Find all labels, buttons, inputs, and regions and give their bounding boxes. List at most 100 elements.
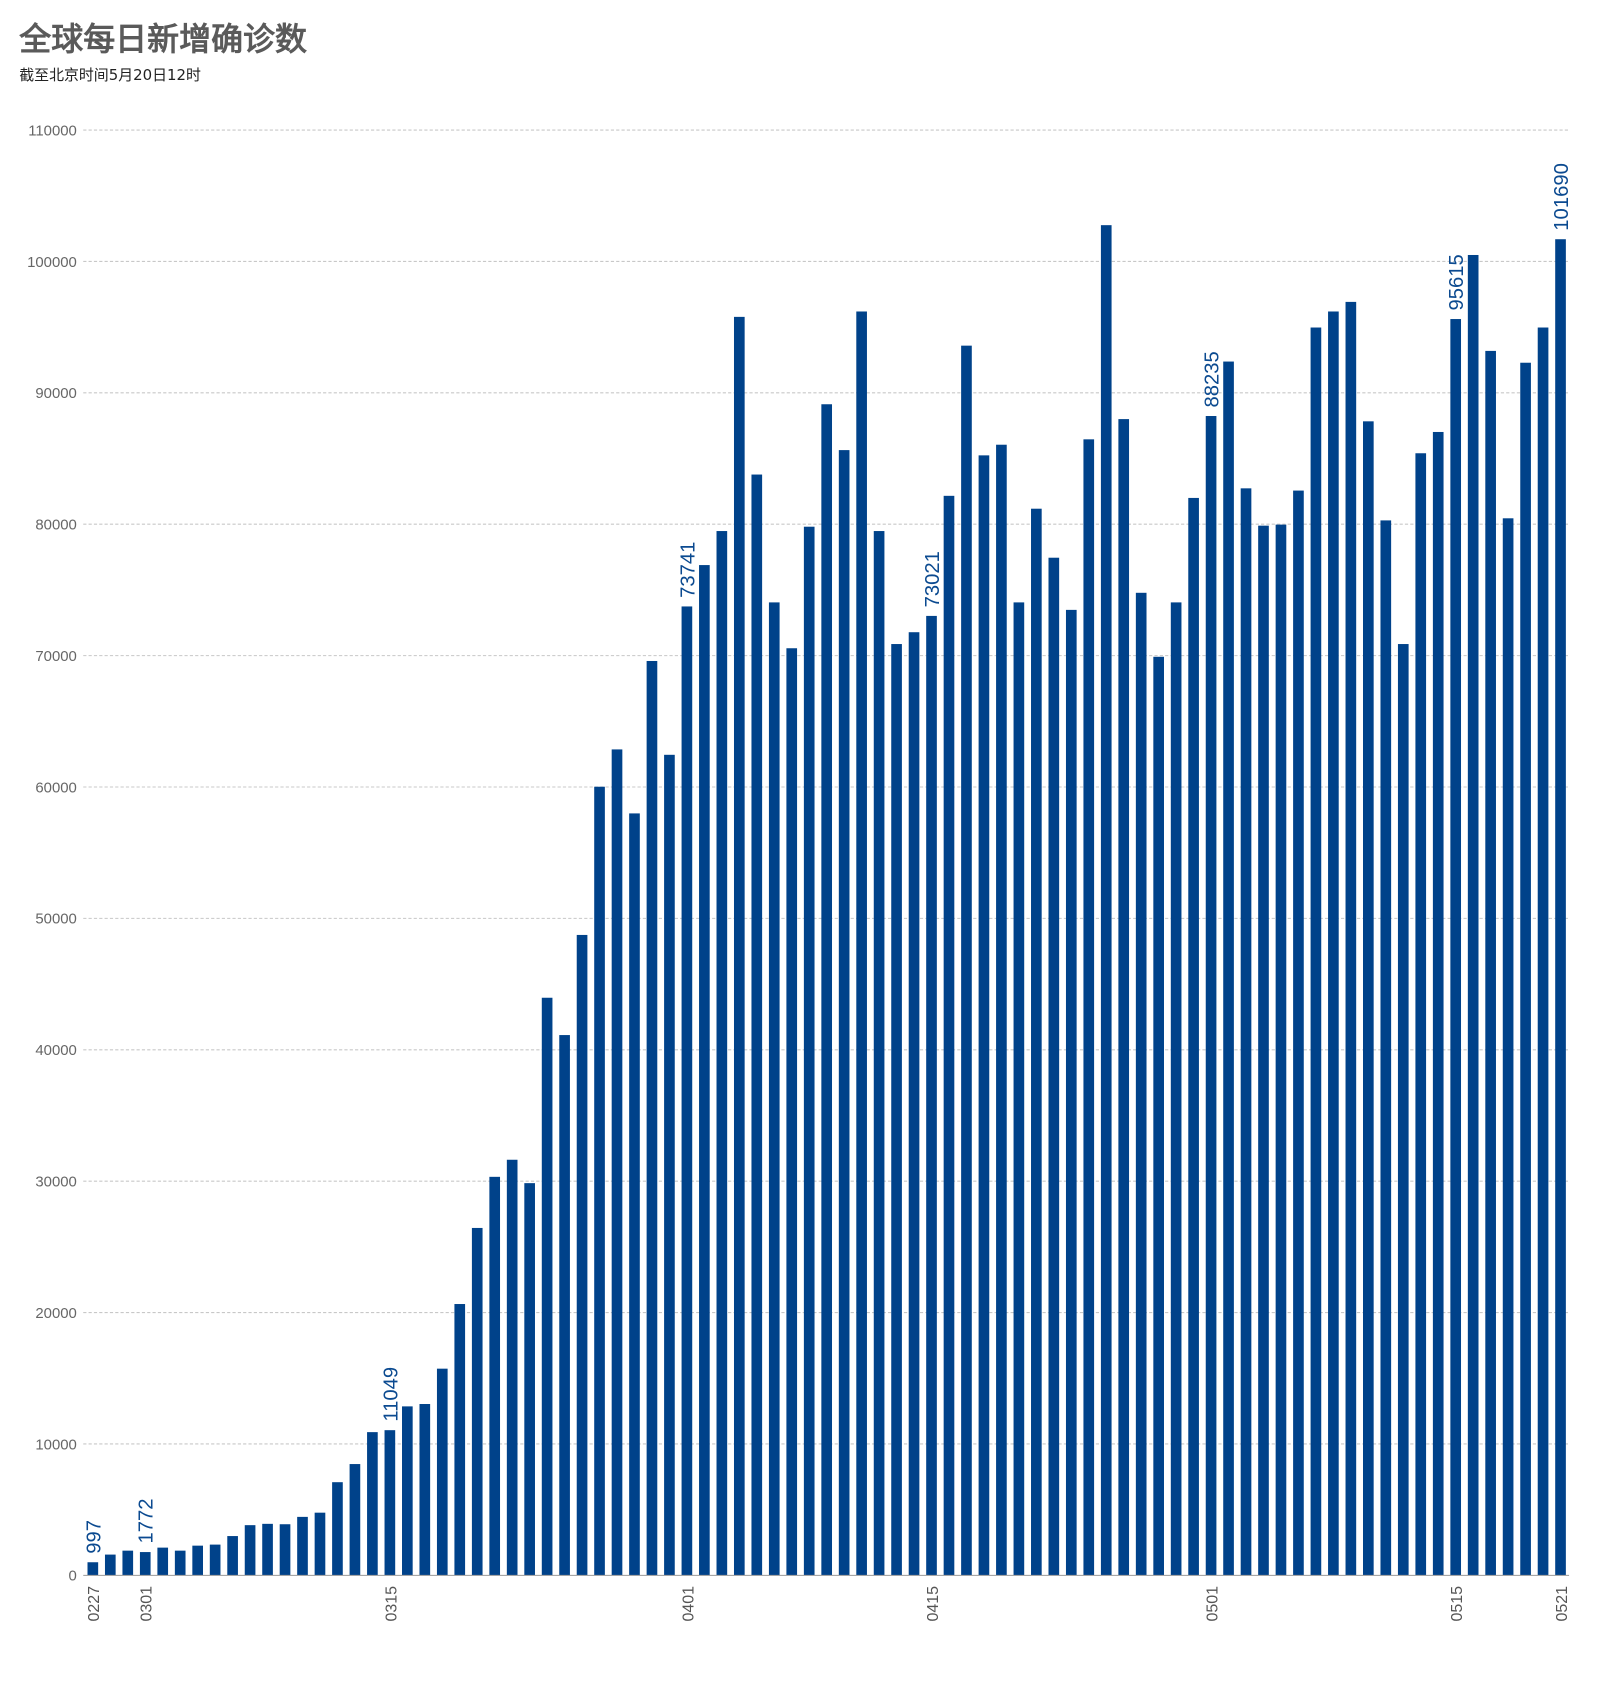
bar-0227 — [87, 1562, 99, 1576]
y-tick-label: 70000 — [35, 648, 76, 665]
bar-0401 — [681, 606, 693, 1576]
y-tick-label: 60000 — [35, 779, 76, 796]
bar-0406 — [768, 602, 780, 1576]
bars — [87, 225, 1566, 1576]
bar-0320 — [471, 1227, 483, 1576]
bar-0505 — [1275, 524, 1287, 1576]
bar-0302 — [157, 1547, 169, 1576]
bar-0229 — [122, 1550, 134, 1576]
bar-0328 — [611, 749, 623, 1576]
bar-0513 — [1415, 453, 1427, 1576]
bar-0504 — [1258, 525, 1269, 1576]
bar-0419 — [996, 444, 1007, 1576]
y-tick-label: 90000 — [35, 385, 76, 402]
data-label: 1772 — [136, 1498, 158, 1543]
bar-0327 — [594, 786, 605, 1576]
bar-0512 — [1397, 644, 1409, 1576]
bar-0411 — [856, 311, 867, 1576]
data-label: 997 — [83, 1520, 105, 1554]
bar-0313 — [349, 1464, 361, 1576]
bar-0318 — [436, 1368, 448, 1576]
x-tick-label: 0415 — [925, 1586, 942, 1622]
y-tick-label: 50000 — [35, 911, 76, 928]
bar-0315 — [384, 1430, 396, 1576]
bar-0414 — [908, 632, 920, 1576]
bar-0402 — [699, 565, 710, 1576]
x-tick-label: 0401 — [680, 1586, 697, 1622]
bar-0405 — [751, 474, 763, 1576]
bar-0506 — [1293, 490, 1304, 1576]
bar-0412 — [873, 531, 885, 1576]
x-tick-label: 0501 — [1204, 1586, 1221, 1622]
bar-0317 — [419, 1404, 431, 1576]
y-tick-label: 80000 — [35, 517, 76, 534]
data-label: 73741 — [677, 542, 699, 598]
x-axis: 0227 0301 0315 0401 0415 0501 0515 0521 — [86, 1586, 1571, 1622]
data-label: 101690 — [1551, 163, 1573, 231]
bar-0228 — [104, 1554, 116, 1576]
x-tick-label: 0515 — [1449, 1586, 1466, 1622]
data-label: 88235 — [1202, 351, 1224, 407]
bar-0310 — [297, 1516, 308, 1576]
bar-0322 — [506, 1159, 518, 1576]
bar-0426 — [1118, 419, 1130, 1576]
bar-0514 — [1432, 431, 1444, 1576]
bar-0521 — [1555, 239, 1566, 1576]
bar-0428 — [1153, 656, 1164, 1576]
bar-0519 — [1520, 362, 1531, 1576]
bar-0422 — [1048, 557, 1060, 1576]
bar-0425 — [1100, 225, 1112, 1576]
data-label: 11049 — [380, 1367, 402, 1422]
bar-0421 — [1031, 508, 1042, 1576]
y-tick-label: 20000 — [35, 1305, 76, 1322]
bar-0301 — [139, 1552, 151, 1576]
x-tick-label: 0227 — [86, 1586, 103, 1622]
chart-title: 全球每日新增确诊数 — [18, 20, 307, 58]
bar-0503 — [1240, 488, 1252, 1576]
bar-0417 — [961, 345, 972, 1576]
bar-0403 — [716, 531, 728, 1576]
bar-0510 — [1362, 421, 1374, 1576]
bar-0502 — [1223, 361, 1234, 1576]
bar-0416 — [943, 495, 955, 1576]
x-tick-label: 0301 — [139, 1586, 156, 1622]
bar-0307 — [244, 1525, 256, 1576]
bar-0420 — [1013, 602, 1025, 1576]
bar-0309 — [279, 1524, 291, 1576]
bar-0507 — [1310, 327, 1322, 1576]
bar-0508 — [1328, 311, 1339, 1576]
bar-0409 — [821, 404, 833, 1576]
bar-0515 — [1450, 319, 1462, 1576]
bar-0408 — [803, 526, 815, 1576]
bar-0501 — [1205, 416, 1217, 1576]
bar-0413 — [891, 644, 902, 1576]
y-tick-label: 10000 — [35, 1436, 76, 1453]
bar-0518 — [1502, 518, 1514, 1576]
bar-0407 — [786, 648, 798, 1576]
y-tick-label: 40000 — [35, 1042, 76, 1059]
bar-0516 — [1467, 254, 1479, 1576]
data-label: 73021 — [922, 551, 944, 607]
bar-0330 — [646, 660, 658, 1576]
bar-0511 — [1380, 520, 1392, 1576]
bar-0324 — [541, 997, 553, 1576]
bar-0424 — [1083, 439, 1095, 1576]
y-tick-label: 110000 — [28, 122, 77, 139]
bar-0410 — [838, 450, 850, 1576]
bar-0325 — [559, 1035, 570, 1576]
bar-0517 — [1485, 350, 1496, 1576]
x-tick-label: 0521 — [1554, 1586, 1571, 1622]
bar-0319 — [454, 1304, 466, 1576]
bar-0304 — [192, 1545, 203, 1576]
bar-0305 — [209, 1544, 221, 1576]
bar-0323 — [524, 1183, 535, 1576]
bar-0418 — [978, 455, 990, 1576]
bar-0520 — [1537, 327, 1549, 1576]
bar-0423 — [1065, 609, 1077, 1576]
bar-0306 — [227, 1536, 238, 1576]
data-label: 95615 — [1446, 254, 1468, 310]
bar-0303 — [174, 1550, 186, 1576]
bar-0308 — [262, 1523, 273, 1576]
y-tick-label: 100000 — [27, 254, 77, 271]
